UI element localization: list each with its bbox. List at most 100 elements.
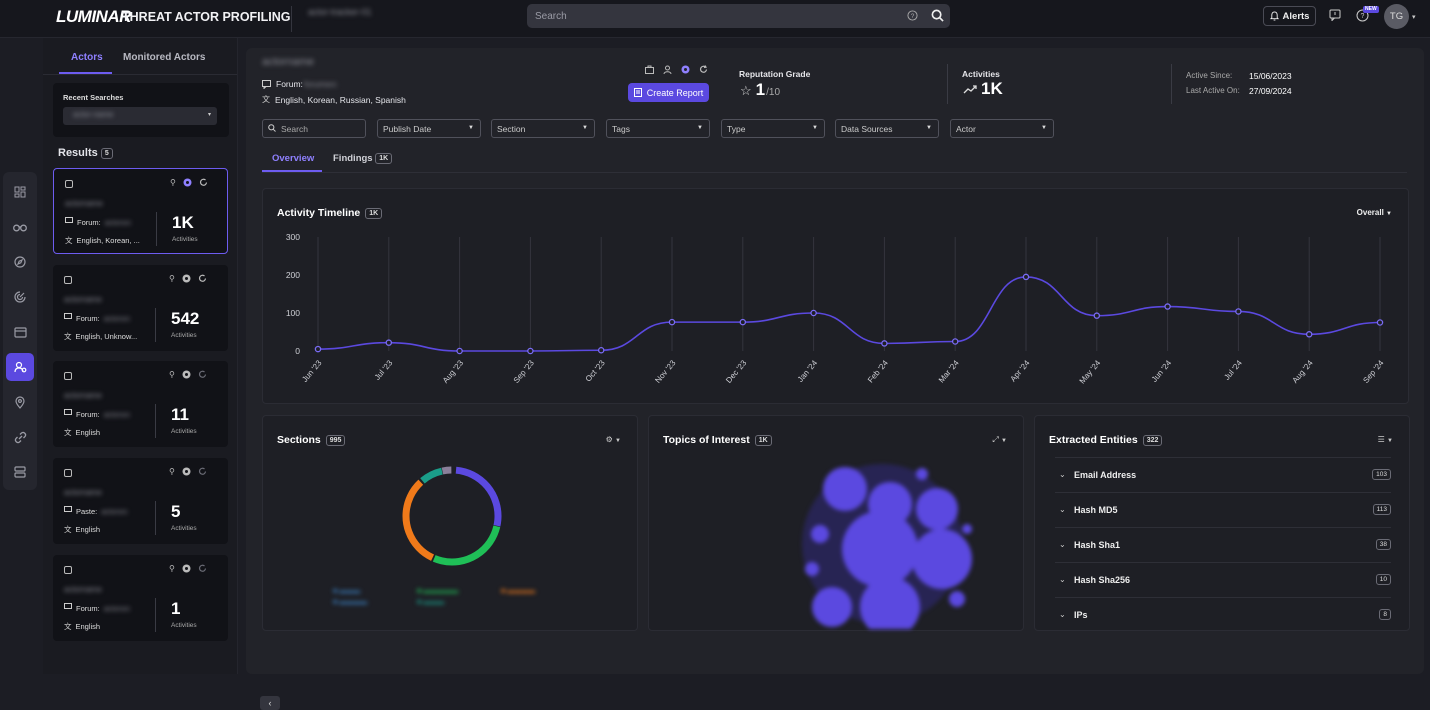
filter-data-sources[interactable]: Data Sources ▼ bbox=[835, 119, 939, 138]
nav-explore[interactable] bbox=[6, 248, 34, 276]
radar-icon[interactable] bbox=[182, 467, 191, 479]
whats-new-icon[interactable]: ? bbox=[1356, 9, 1369, 22]
luminar-logo[interactable]: LUMINAR bbox=[56, 7, 131, 26]
entity-row[interactable]: ⌄ IPs 8 bbox=[1055, 597, 1391, 631]
actor-card[interactable]: ⚲ actorname Forum: actorsrc 文 English 1 … bbox=[53, 555, 228, 641]
nav-monitor[interactable] bbox=[6, 283, 34, 311]
link-icon bbox=[14, 431, 27, 444]
refresh-icon[interactable] bbox=[199, 178, 208, 190]
x-tick-label: Jun '24 bbox=[1150, 358, 1174, 384]
y-tick-label: 100 bbox=[286, 308, 300, 318]
chevron-left-icon: ‹ bbox=[268, 698, 272, 708]
radar-icon[interactable] bbox=[182, 564, 191, 576]
chevron-down-icon[interactable]: ⌄ bbox=[1059, 610, 1066, 619]
tab-actors[interactable]: Actors bbox=[71, 52, 103, 63]
nav-investigate[interactable] bbox=[6, 213, 34, 241]
briefcase-icon[interactable] bbox=[645, 65, 654, 74]
recent-searches-select[interactable]: actor-name ▾ bbox=[63, 107, 217, 125]
filter-tags[interactable]: Tags ▼ bbox=[606, 119, 710, 138]
radar-icon[interactable] bbox=[183, 178, 192, 190]
feedback-icon[interactable] bbox=[1329, 9, 1341, 21]
entity-row[interactable]: ⌄ Hash Sha1 38 bbox=[1055, 527, 1391, 561]
nav-cards[interactable] bbox=[6, 318, 34, 346]
global-search-input[interactable] bbox=[535, 8, 895, 24]
tab-overview[interactable]: Overview bbox=[272, 153, 315, 164]
global-search[interactable]: ? bbox=[527, 4, 950, 28]
nav-actor-profiling[interactable] bbox=[6, 353, 34, 381]
user-icon[interactable]: ⚲ bbox=[170, 178, 176, 187]
bubble bbox=[949, 591, 965, 607]
filter-search[interactable]: Search bbox=[262, 119, 366, 138]
activity-count-label: Activities bbox=[171, 428, 197, 435]
card-checkbox[interactable] bbox=[64, 372, 72, 380]
chevron-down-icon[interactable]: ▾ bbox=[1412, 14, 1416, 21]
data-point bbox=[1164, 303, 1171, 310]
nav-links[interactable] bbox=[6, 423, 34, 451]
filter-section[interactable]: Section ▼ bbox=[491, 119, 595, 138]
x-tick-label: Feb '24 bbox=[866, 358, 890, 384]
actor-card[interactable]: ⚲ actorname Forum: actorsrc 文 English 11… bbox=[53, 361, 228, 447]
activity-count-label: Activities bbox=[172, 236, 198, 243]
search-icon[interactable] bbox=[931, 9, 944, 22]
nav-dashboard[interactable] bbox=[6, 178, 34, 206]
chevron-down-icon[interactable]: ⌄ bbox=[1059, 505, 1066, 514]
card-checkbox[interactable] bbox=[64, 276, 72, 284]
topics-settings[interactable]: ⤢ ▼ bbox=[992, 435, 1007, 445]
data-point bbox=[385, 339, 393, 346]
card-checkbox[interactable] bbox=[65, 180, 73, 188]
entity-row[interactable]: ⌄ Email Address 103 bbox=[1055, 457, 1391, 491]
create-report-button[interactable]: Create Report bbox=[628, 83, 709, 102]
refresh-icon[interactable] bbox=[198, 274, 207, 286]
x-tick-label: Apr '24 bbox=[1008, 358, 1031, 383]
context-selector[interactable]: actor-tracker-01 bbox=[308, 7, 372, 17]
card-checkbox[interactable] bbox=[64, 469, 72, 477]
radar-icon[interactable] bbox=[681, 65, 690, 74]
chevron-down-icon[interactable]: ⌄ bbox=[1059, 540, 1066, 549]
help-icon[interactable]: ? bbox=[907, 10, 918, 21]
refresh-icon[interactable] bbox=[198, 370, 207, 382]
entities-panel: Extracted Entities 322 ☰ ▼ ⌄ Email Addre… bbox=[1034, 415, 1410, 631]
filter-type[interactable]: Type ▼ bbox=[721, 119, 825, 138]
actor-card[interactable]: ⚲ actorname Paste: actorsrc 文 English 5 … bbox=[53, 458, 228, 544]
user-icon[interactable]: ⚲ bbox=[169, 467, 175, 476]
collapse-panel-button[interactable]: ‹ bbox=[260, 696, 280, 710]
card-divider bbox=[155, 598, 156, 632]
chat-icon bbox=[262, 79, 271, 89]
actor-card[interactable]: ⚲ actorname Forum: actorsrc 文 English, U… bbox=[53, 265, 228, 351]
tab-findings[interactable]: Findings 1K bbox=[333, 153, 393, 164]
timeline-scope-dropdown[interactable]: Overall ▼ bbox=[1357, 208, 1392, 217]
radar-icon[interactable] bbox=[182, 370, 191, 382]
chevron-down-icon[interactable]: ⌄ bbox=[1059, 470, 1066, 479]
user-icon[interactable]: ⚲ bbox=[169, 370, 175, 379]
refresh-icon[interactable] bbox=[699, 65, 708, 74]
chevron-down-icon: ▼ bbox=[468, 125, 474, 131]
user-icon[interactable] bbox=[663, 65, 672, 74]
alerts-button[interactable]: Alerts bbox=[1263, 6, 1316, 26]
chevron-down-icon[interactable]: ⌄ bbox=[1059, 575, 1066, 584]
list-icon: ☰ bbox=[1377, 435, 1385, 444]
tab-divider bbox=[43, 74, 237, 75]
entities-settings[interactable]: ☰ ▼ bbox=[1378, 435, 1393, 444]
filter-actor[interactable]: Actor ▼ bbox=[950, 119, 1054, 138]
user-icon[interactable]: ⚲ bbox=[169, 564, 175, 573]
card-actions: ⚲ bbox=[170, 178, 208, 190]
data-point bbox=[1305, 331, 1313, 338]
card-checkbox[interactable] bbox=[64, 566, 72, 574]
nav-infrastructure[interactable] bbox=[6, 458, 34, 486]
user-avatar[interactable]: TG bbox=[1384, 4, 1409, 29]
refresh-icon[interactable] bbox=[198, 467, 207, 479]
filter-publish-date[interactable]: Publish Date ▼ bbox=[377, 119, 481, 138]
entity-row[interactable]: ⌄ Hash Sha256 10 bbox=[1055, 562, 1391, 596]
refresh-icon[interactable] bbox=[198, 564, 207, 576]
tab-monitored-actors[interactable]: Monitored Actors bbox=[123, 52, 206, 63]
nav-geo[interactable] bbox=[6, 388, 34, 416]
actor-card[interactable]: ⚲ actorname Forum: actorsrc 文 English, K… bbox=[53, 168, 228, 254]
filter-search-placeholder: Search bbox=[281, 123, 308, 134]
user-icon[interactable]: ⚲ bbox=[169, 274, 175, 283]
sections-settings[interactable]: ⚙ ▼ bbox=[606, 435, 621, 444]
entity-row[interactable]: ⌄ Hash MD5 113 bbox=[1055, 492, 1391, 526]
x-tick-label: Jan '24 bbox=[796, 358, 820, 384]
actor-card-source: Forum: actorsrc bbox=[64, 409, 130, 419]
radar-icon[interactable] bbox=[182, 274, 191, 286]
y-tick-label: 200 bbox=[286, 270, 300, 280]
